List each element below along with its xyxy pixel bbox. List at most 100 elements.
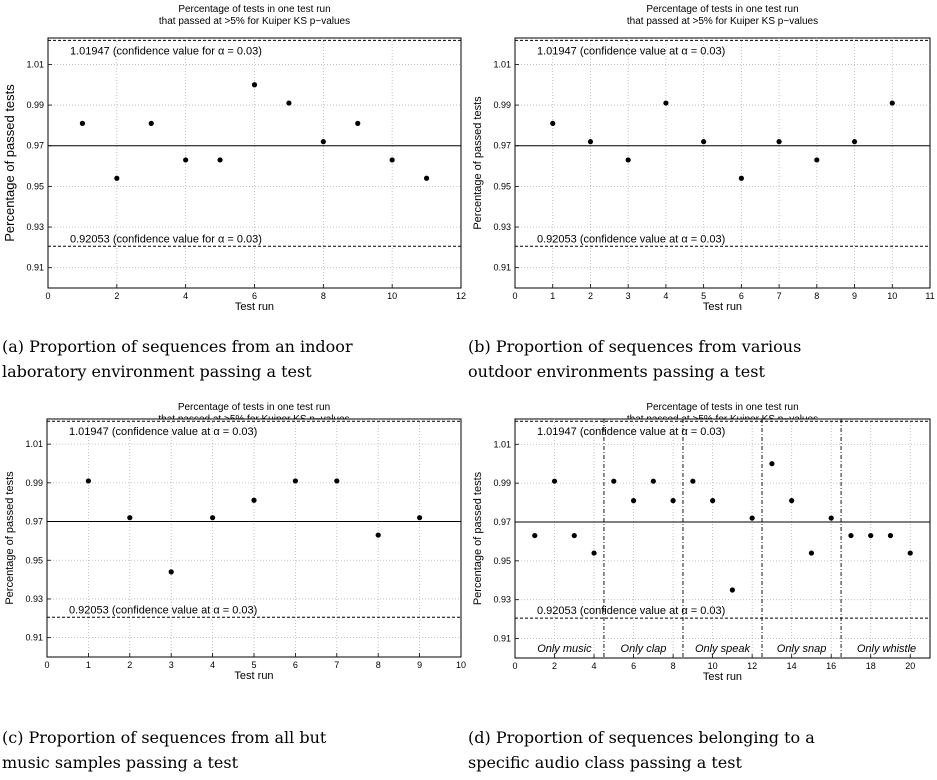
chart-b-x-axis-label: Test run [703,301,742,310]
chart-c-x-tick-label: 10 [456,660,466,670]
chart-d-region-label: Only whistle [857,643,916,655]
chart-c-x-tick-label: 6 [293,660,298,670]
chart-a-data-point [286,100,292,106]
chart-c-y-tick-label: 0.91 [25,633,43,643]
chart-c-data-point [127,515,133,521]
chart-c-x-tick-label: 2 [127,660,132,670]
chart-a-data-point [320,139,326,145]
chart-d-data-point [571,532,577,539]
caption-c: (c) Proportion of sequences from all but… [2,725,462,775]
chart-d-data-point [887,532,894,539]
chart-d-lower-bound-label: 0.92053 (confidence value at α = 0.03) [537,605,725,617]
chart-c-x-tick-label: 5 [251,660,256,670]
chart-a-upper-bound-label: 1.01947 (confidence value for α = 0.03) [70,45,262,57]
chart-panel-c: Percentage of tests in one test runthat … [0,398,470,718]
chart-c-data-point [251,497,257,503]
chart-b-data-point [663,100,669,106]
chart-c-x-tick-label: 7 [334,660,339,670]
chart-c-x-tick-label: 0 [44,660,49,670]
chart-a-x-tick-label: 4 [183,291,188,301]
chart-d-x-tick-label: 14 [787,661,797,671]
chart-b-y-tick-label: 0.93 [493,222,511,232]
chart-b-data-point [738,175,744,181]
chart-a-title-line2: that passed at >5% for Kuiper KS p−value… [159,16,350,27]
chart-d-x-tick-label: 16 [826,661,836,671]
chart-d-data-point [828,515,834,521]
caption-c-line1: (c) Proportion of sequences from all but [2,728,327,747]
chart-b-x-tick-label: 10 [887,291,897,301]
caption-b-line1: (b) Proportion of sequences from various [468,337,802,356]
chart-c-x-tick-label: 3 [169,660,174,670]
chart-d-data-point [630,498,637,504]
chart-c-y-axis-label: Percentage of passed tests [4,471,16,605]
chart-b-x-tick-label: 0 [512,291,517,301]
chart-d-x-tick-label: 2 [552,661,557,671]
chart-b-x-tick-label: 3 [626,291,631,301]
chart-b-x-tick-label: 4 [663,291,668,301]
chart-a-x-tick-label: 10 [387,291,397,301]
chart-d-data-point [749,515,755,521]
chart-c-x-tick-label: 4 [210,660,215,670]
chart-a-data-point [148,120,154,126]
chart-d-data-point [907,550,913,556]
chart-d-region-label: Only music [537,643,592,655]
chart-a-x-tick-label: 12 [456,291,466,301]
chart-d-data-point [789,498,795,504]
chart-d-x-tick-label: 8 [671,661,676,671]
chart-a-x-tick-label: 0 [45,291,50,301]
chart-c-plot-frame [46,418,462,658]
chart-d-y-tick-label: 0.93 [493,595,511,605]
chart-c-y-tick-label: 0.99 [25,478,43,488]
chart-a-y-tick-label: 0.95 [26,181,44,191]
chart-panel-d: Percentage of tests in one test runthat … [470,398,937,718]
chart-d-data-point [551,478,558,484]
chart-c-y-tick-label: 0.95 [25,555,43,565]
chart-c-x-tick-label: 9 [417,660,422,670]
chart-b-y-tick-label: 0.97 [493,141,511,151]
chart-d-data-point [710,498,716,504]
chart-d-data-point [848,532,854,539]
chart-c-data-point [334,478,340,484]
chart-a-lower-bound-label: 0.92053 (confidence value for α = 0.03) [70,233,262,245]
chart-a-data-point [217,157,223,163]
chart-d-y-tick-label: 0.99 [493,478,511,488]
chart-b-svg: Percentage of tests in one test runthat … [472,4,935,310]
chart-b-y-tick-label: 0.95 [493,181,511,191]
chart-b-x-tick-label: 6 [739,291,744,301]
chart-d-x-tick-label: 0 [512,661,517,671]
chart-d-title-line1: Percentage of tests in one test run [646,402,798,413]
chart-c-title-line1: Percentage of tests in one test run [178,402,330,413]
chart-d-svg: Percentage of tests in one test runthat … [472,402,931,683]
chart-c-x-tick-label: 8 [376,660,381,670]
caption-a-line2: laboratory environment passing a test [2,362,312,381]
chart-c-data-point [375,532,381,538]
chart-d-data-point [690,478,696,484]
chart-d-data-point [591,550,597,556]
chart-d-x-tick-label: 6 [631,661,636,671]
chart-b-x-tick-label: 2 [588,291,593,301]
chart-b-data-point [851,139,858,145]
chart-panel-b: Percentage of tests in one test run that … [470,0,937,310]
chart-d-y-tick-label: 0.91 [493,634,511,644]
caption-a-line1: (a) Proportion of sequences from an indo… [2,337,353,356]
chart-b-x-tick-label: 11 [925,291,934,301]
chart-d-region-label: Only clap [621,643,667,655]
chart-a-y-tick-label: 0.91 [26,263,44,273]
chart-panel-a: Percentage of tests in one test run that … [0,0,470,310]
chart-b-data-point [625,157,631,163]
chart-d-data-point [769,461,775,467]
caption-d: (d) Proportion of sequences belonging to… [468,725,933,775]
caption-d-line2: specific audio class passing a test [468,753,742,772]
chart-d-data-point [650,478,656,484]
chart-b-x-tick-label: 8 [814,291,819,301]
chart-d-data-point [729,587,735,593]
chart-b-data-point [587,139,594,145]
chart-a-y-tick-label: 0.99 [26,100,44,110]
chart-c-x-tick-label: 1 [86,660,91,670]
chart-b-x-tick-label: 7 [777,291,782,301]
chart-a-data-point [355,120,361,126]
chart-b-data-point [889,100,895,106]
chart-b-y-tick-label: 0.91 [493,263,511,273]
chart-a-x-tick-label: 6 [252,291,257,301]
chart-b-data-point [701,139,707,145]
